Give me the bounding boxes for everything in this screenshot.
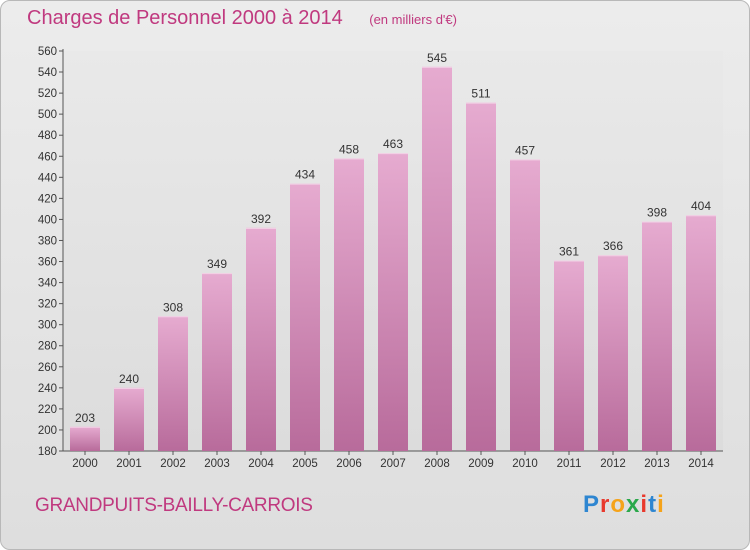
- bar: [114, 387, 144, 451]
- data-label: 349: [207, 257, 227, 271]
- y-tick-label: 440: [38, 172, 57, 184]
- y-tick-label: 340: [38, 278, 57, 290]
- bar: [290, 183, 320, 451]
- logo-letter: t: [648, 491, 658, 518]
- y-tick-label: 400: [38, 214, 57, 226]
- data-label: 458: [339, 142, 359, 156]
- data-label: 404: [691, 199, 711, 213]
- chart-title: Charges de Personnel 2000 à 2014: [27, 7, 343, 29]
- y-tick-label: 360: [38, 257, 57, 269]
- x-tick-label: 2010: [512, 458, 538, 470]
- logo-letter: i: [657, 491, 665, 518]
- x-tick-label: 2014: [688, 458, 714, 470]
- y-tick-label: 380: [38, 235, 57, 247]
- bar: [466, 102, 496, 451]
- proxiti-logo: Proxiti: [583, 491, 665, 519]
- x-tick-label: 2012: [600, 458, 626, 470]
- x-tick-label: 2006: [336, 458, 362, 470]
- y-tick-label: 220: [38, 404, 57, 416]
- y-tick-label: 240: [38, 383, 57, 395]
- logo-letter: r: [600, 491, 611, 518]
- y-tick-label: 480: [38, 130, 57, 142]
- logo-letter: P: [583, 491, 601, 518]
- bar: [70, 426, 100, 451]
- bar: [158, 316, 188, 451]
- x-tick-label: 2001: [116, 458, 142, 470]
- y-tick-label: 320: [38, 299, 57, 311]
- bar: [422, 66, 452, 451]
- x-tick-label: 2003: [204, 458, 230, 470]
- data-label: 240: [119, 372, 139, 386]
- x-tick-label: 2004: [248, 458, 274, 470]
- logo-letter: x: [626, 491, 641, 518]
- bar: [202, 273, 232, 451]
- bar: [642, 221, 672, 451]
- bar: [334, 158, 364, 452]
- data-label: 398: [647, 206, 667, 220]
- y-tick-label: 200: [38, 425, 57, 437]
- y-tick-label: 180: [38, 446, 57, 458]
- x-tick-label: 2002: [160, 458, 186, 470]
- data-label: 366: [603, 239, 623, 253]
- x-tick-label: 2005: [292, 458, 318, 470]
- bar: [598, 255, 628, 451]
- x-tick-label: 2011: [557, 458, 582, 470]
- y-tick-label: 260: [38, 362, 57, 374]
- logo-letter: o: [610, 491, 627, 518]
- data-label: 463: [383, 137, 403, 151]
- x-tick-label: 2008: [424, 458, 450, 470]
- y-tick-label: 500: [38, 109, 57, 121]
- bar: [246, 227, 276, 451]
- bar: [686, 215, 716, 451]
- data-label: 308: [163, 300, 183, 314]
- y-tick-label: 460: [38, 151, 57, 163]
- x-tick-label: 2000: [72, 458, 98, 470]
- y-tick-label: 560: [38, 46, 57, 58]
- bar: [378, 153, 408, 451]
- chart-subtitle: (en milliers d'€): [369, 12, 457, 27]
- y-tick-label: 300: [38, 320, 57, 332]
- bar: [554, 260, 584, 451]
- chart-title-block: Charges de Personnel 2000 à 2014 (en mil…: [27, 7, 457, 30]
- data-label: 434: [295, 168, 315, 182]
- x-tick-label: 2007: [380, 458, 406, 470]
- y-tick-label: 540: [38, 67, 57, 79]
- commune-name: GRANDPUITS-BAILLY-CARROIS: [35, 495, 313, 516]
- bar: [510, 159, 540, 451]
- x-tick-label: 2009: [468, 458, 494, 470]
- data-label: 545: [427, 51, 447, 65]
- y-tick-label: 280: [38, 341, 57, 353]
- logo-letter: i: [640, 491, 649, 518]
- data-label: 203: [75, 411, 95, 425]
- data-label: 457: [515, 143, 535, 157]
- data-label: 511: [471, 87, 490, 101]
- y-tick-label: 520: [38, 88, 57, 100]
- data-label: 361: [559, 244, 579, 258]
- data-label: 392: [251, 212, 271, 226]
- x-tick-label: 2013: [644, 458, 670, 470]
- y-tick-label: 420: [38, 193, 57, 205]
